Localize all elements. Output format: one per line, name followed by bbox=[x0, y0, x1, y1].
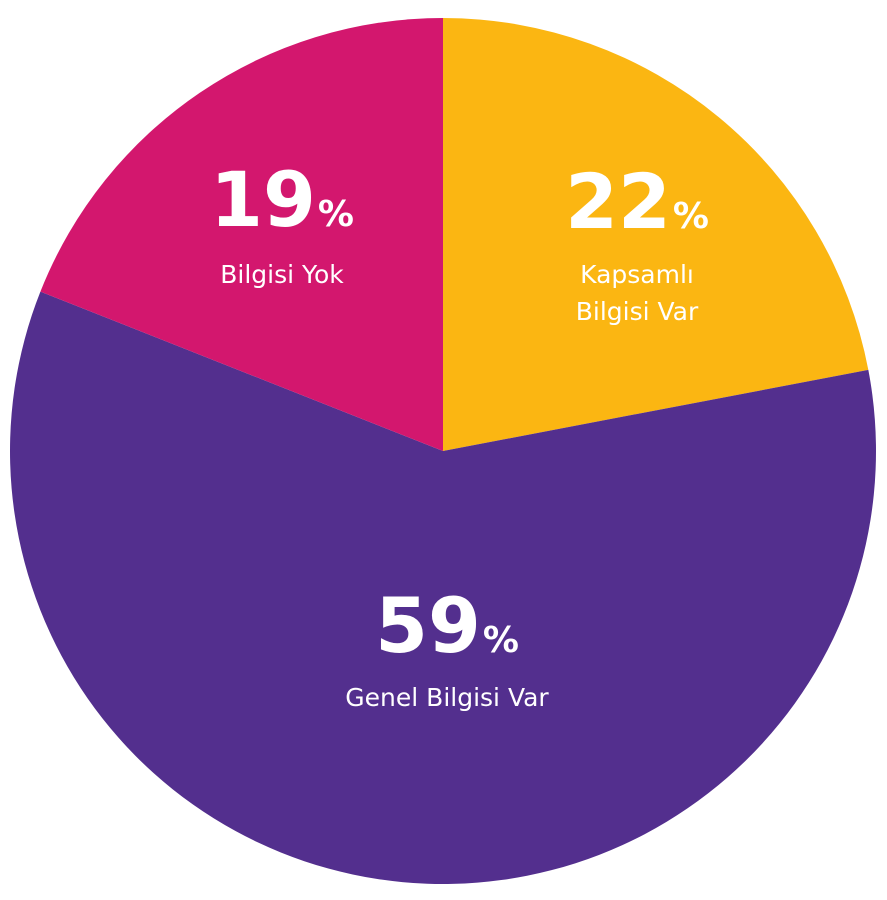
slice-kapsamli bbox=[443, 18, 869, 451]
slice-name-line-1: Kapsamlı bbox=[580, 260, 694, 289]
slice-value-number: 19 bbox=[210, 155, 316, 244]
slice-value-number: 59 bbox=[375, 581, 481, 670]
slice-value-unit: % bbox=[673, 196, 709, 237]
slice-name-line-2: Bilgisi Var bbox=[576, 297, 699, 326]
slice-value-unit: % bbox=[483, 620, 519, 661]
slice-label-yok: 19% Bilgisi Yok bbox=[210, 155, 354, 289]
slice-value-yok: 19% bbox=[210, 155, 354, 244]
slice-value-unit: % bbox=[318, 194, 354, 235]
slice-label-genel: 59% Genel Bilgisi Var bbox=[345, 581, 549, 712]
slice-name-line-1: Bilgisi Yok bbox=[220, 260, 344, 289]
slice-value-genel: 59% bbox=[375, 581, 519, 670]
slice-value-number: 22 bbox=[565, 157, 671, 246]
slice-value-kapsamli: 22% bbox=[565, 157, 709, 246]
slice-label-kapsamli: 22% Kapsamlı Bilgisi Var bbox=[565, 157, 709, 326]
slice-yok bbox=[40, 18, 443, 451]
slice-genel bbox=[10, 291, 877, 885]
slice-name-line-1: Genel Bilgisi Var bbox=[345, 683, 549, 712]
pie-slices bbox=[10, 18, 877, 885]
